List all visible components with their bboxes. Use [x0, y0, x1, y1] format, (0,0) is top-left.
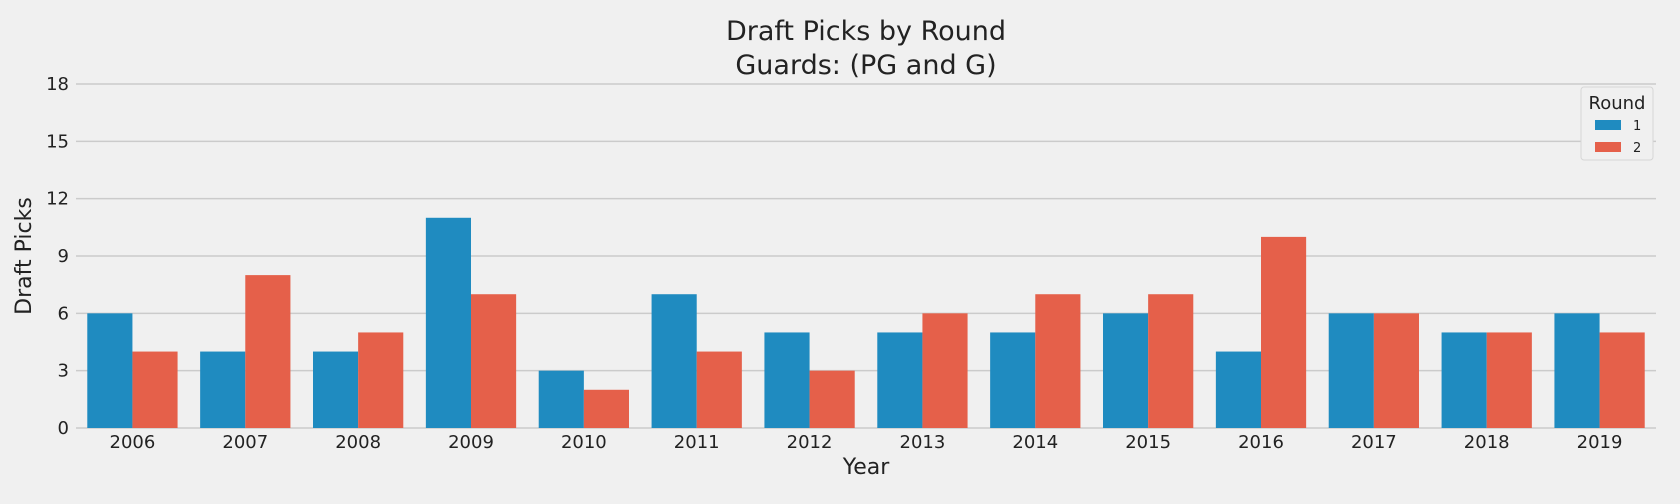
x-axis-ticks: 2006 2007 2008 2009 2010 2011 2012 2013 2014 2015… [110, 432, 1623, 453]
bar-round-1-2019 [1554, 313, 1600, 428]
bar-round-1-2008 [313, 351, 359, 428]
bar-round-1-2014 [990, 332, 1036, 428]
bar-round-1-2012 [764, 332, 810, 428]
y-axis-ticks: 0 3 6 9 12 15 18 [46, 74, 69, 439]
y-tick-label: 6 [58, 303, 69, 324]
bar-round-2-2019 [1599, 332, 1645, 428]
x-tick-label: 2009 [448, 432, 494, 453]
bar-round-2-2015 [1148, 294, 1194, 428]
legend-label: 2 [1633, 141, 1641, 156]
y-tick-label: 9 [58, 246, 69, 267]
bar-round-2-2011 [696, 351, 742, 428]
x-tick-label: 2010 [561, 432, 607, 453]
bar-round-2-2014 [1035, 294, 1081, 428]
bar-round-2-2010 [583, 389, 629, 428]
legend-swatch [1595, 142, 1621, 152]
x-tick-label: 2006 [110, 432, 156, 453]
x-tick-label: 2007 [222, 432, 268, 453]
y-tick-label: 15 [46, 131, 69, 152]
bar-round-2-2009 [471, 294, 517, 428]
x-tick-label: 2013 [900, 432, 946, 453]
bar-round-1-2009 [425, 217, 471, 428]
y-tick-label: 12 [46, 189, 69, 210]
bar-round-1-2018 [1441, 332, 1487, 428]
chart-title-line-1: Draft Picks by Round [726, 16, 1006, 47]
legend-title: Round [1589, 93, 1646, 114]
x-tick-label: 2016 [1238, 432, 1284, 453]
bars [87, 217, 1645, 428]
bar-round-1-2013 [877, 332, 923, 428]
y-tick-label: 18 [46, 74, 69, 95]
y-tick-label: 3 [58, 361, 69, 382]
x-tick-label: 2014 [1012, 432, 1058, 453]
x-tick-label: 2008 [335, 432, 381, 453]
x-tick-label: 2017 [1351, 432, 1397, 453]
x-tick-label: 2015 [1125, 432, 1171, 453]
x-tick-label: 2018 [1464, 432, 1510, 453]
bar-round-1-2017 [1328, 313, 1374, 428]
bar-round-1-2007 [200, 351, 246, 428]
bar-round-2-2008 [358, 332, 404, 428]
legend-label: 1 [1633, 119, 1641, 134]
legend: Round 12 [1580, 86, 1654, 161]
bar-round-2-2018 [1486, 332, 1532, 428]
legend-items: 12 [1595, 119, 1641, 156]
x-tick-label: 2012 [787, 432, 833, 453]
chart-title-line-2: Guards: (PG and G) [735, 50, 996, 81]
x-tick-label: 2019 [1577, 432, 1623, 453]
legend-swatch [1595, 120, 1621, 130]
bar-round-1-2016 [1215, 351, 1261, 428]
bar-round-2-2016 [1261, 236, 1307, 428]
bar-round-2-2006 [132, 351, 178, 428]
bar-round-1-2015 [1103, 313, 1149, 428]
x-axis-label: Year [842, 455, 891, 480]
bar-round-1-2011 [651, 294, 697, 428]
bar-round-1-2010 [538, 370, 584, 428]
bar-round-2-2012 [809, 370, 855, 428]
bar-round-2-2013 [922, 313, 968, 428]
bar-round-1-2006 [87, 313, 133, 428]
bar-round-2-2017 [1373, 313, 1419, 428]
y-tick-label: 0 [58, 418, 69, 439]
y-axis-label: Draft Picks [12, 197, 37, 315]
x-tick-label: 2011 [674, 432, 720, 453]
bar-round-2-2007 [245, 275, 291, 428]
